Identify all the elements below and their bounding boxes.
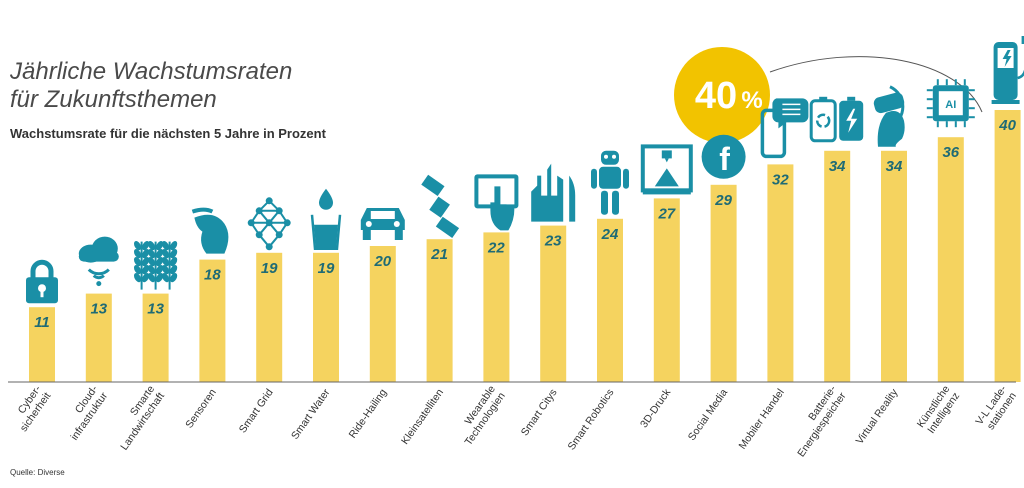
category-label: Virtual Reality (854, 386, 901, 446)
category-label: Mobiler Handel (737, 387, 787, 452)
bar (540, 225, 567, 382)
chart-title-line-2: für Zukunftsthemen (10, 86, 217, 113)
battery-recycle-icon (809, 96, 864, 143)
mobile-chat-icon (760, 98, 809, 159)
city-icon (531, 163, 576, 222)
robot-icon (591, 150, 629, 215)
category-label: Smart Citys (519, 387, 560, 438)
bar (994, 110, 1021, 382)
highlight-circle (674, 47, 770, 143)
highlight-badge: 40 % (674, 47, 983, 143)
bar (483, 232, 510, 382)
water-glass-icon (310, 188, 342, 251)
bar-value-label: 20 (373, 253, 391, 270)
ai-chip-icon: AI (926, 79, 975, 128)
bar-value-label: 24 (601, 226, 619, 243)
bar-value-label: 40 (998, 117, 1016, 134)
tablet-touch-icon (474, 174, 519, 231)
bar (369, 246, 396, 382)
facebook-icon: f (701, 134, 746, 179)
vr-headset-icon (873, 85, 905, 147)
bar-value-label: 34 (829, 158, 846, 175)
bar-value-label: 29 (714, 192, 732, 209)
category-label: Cyber-sicherheit (8, 383, 54, 434)
bar-value-label: 13 (147, 301, 164, 318)
category-label: Kleinsatelliten (399, 387, 446, 447)
category-label: Sensoren (183, 387, 219, 431)
category-label: Social Media (686, 387, 730, 443)
category-label: Smart Robotics (565, 387, 616, 453)
category-label: Smart Water (289, 386, 333, 441)
category-label: Cloud-infrastruktur (59, 383, 111, 443)
bar (597, 218, 623, 382)
bar-value-label: 32 (772, 171, 789, 188)
highlight-unit: % (741, 87, 762, 114)
bar (767, 164, 794, 382)
category-label: Batterie-Energiespeicher (785, 383, 848, 459)
ev-charger-icon (991, 36, 1024, 104)
chart-title: Jährliche Wachstumsraten für Zukunftsthe… (10, 58, 430, 114)
bar (426, 239, 453, 382)
cloud-wifi-icon (78, 236, 119, 287)
chart-subtitle: Wachstumsrate für die nächsten 5 Jahre i… (10, 126, 326, 141)
svg-text:AI: AI (945, 99, 956, 111)
bar-value-label: 27 (657, 205, 675, 222)
highlight-connector (769, 56, 983, 113)
bar (710, 184, 737, 382)
svg-text:f: f (719, 141, 730, 177)
bar (142, 293, 169, 382)
bar-value-label: 21 (430, 246, 448, 263)
category-label: 3D-Druck (638, 386, 674, 430)
category-label: KünstlicheIntelligenz (915, 383, 963, 437)
satellite-icon (421, 174, 460, 239)
bar (256, 252, 283, 382)
bar (85, 293, 112, 382)
bar-value-label: 18 (204, 267, 221, 284)
highlight-value: 40 (695, 75, 737, 117)
bar-value-label: 13 (90, 301, 107, 318)
bar-value-label: 23 (544, 233, 562, 250)
bar-value-label: 19 (318, 260, 335, 277)
category-label: WearableTechnologien (453, 383, 508, 448)
bar-value-label: 19 (261, 260, 278, 277)
category-label: V-L Lade-stationen (973, 383, 1019, 434)
padlock-icon (26, 259, 58, 304)
bar (29, 307, 55, 382)
category-label: SmarteLandwirtschaft (108, 383, 167, 452)
car-icon (360, 208, 405, 240)
category-label: Ride-Hailing (347, 387, 390, 441)
bar-value-label: 36 (942, 144, 959, 161)
chart-title-line-1: Jährliche Wachstumsraten (10, 58, 293, 85)
bar (313, 252, 339, 382)
hand-icon (191, 207, 229, 254)
bar-value-label: 34 (886, 158, 903, 175)
bar (824, 150, 851, 382)
bar (881, 150, 907, 382)
bar-value-label: 22 (487, 239, 505, 256)
category-label: Smart Grid (237, 387, 276, 436)
bar (937, 137, 964, 382)
wheat-icon (133, 241, 178, 290)
bar (653, 198, 680, 382)
grid-network-icon (247, 197, 291, 251)
3d-printer-icon (640, 144, 693, 195)
source-note: Quelle: Diverse (10, 468, 65, 477)
bar (199, 259, 226, 382)
bar-value-label: 11 (34, 314, 50, 331)
